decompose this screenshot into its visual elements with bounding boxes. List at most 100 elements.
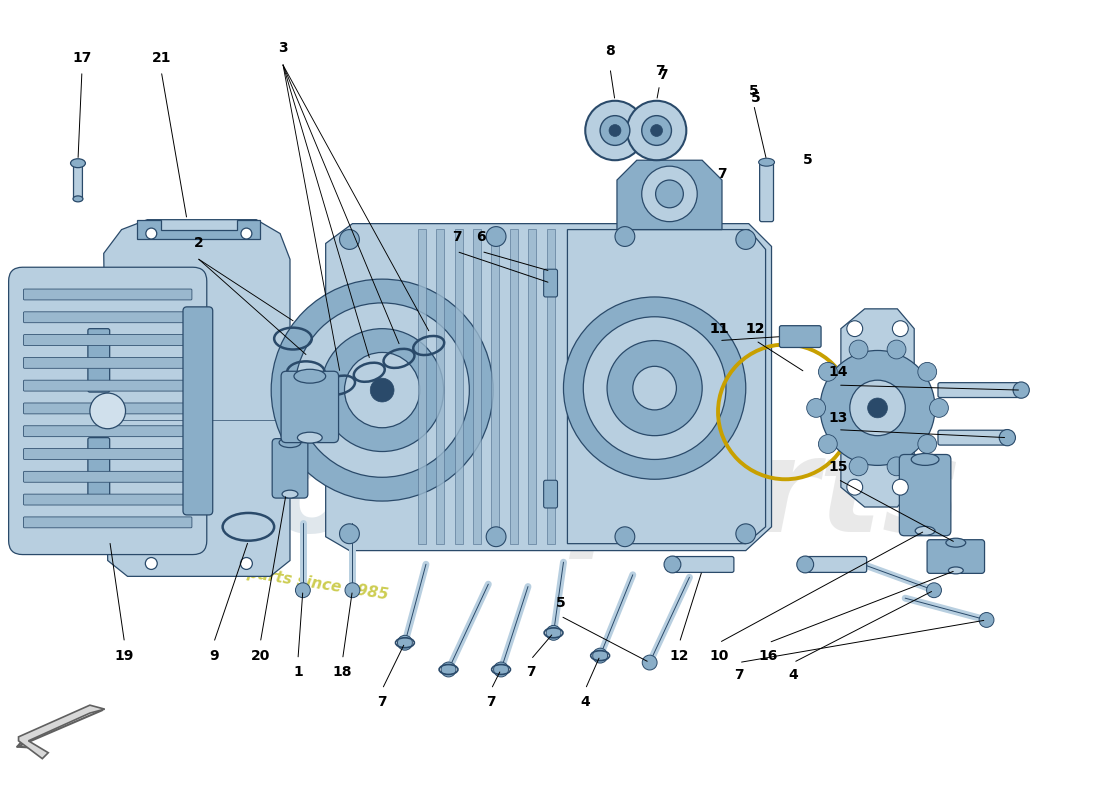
Circle shape (926, 583, 942, 598)
Circle shape (546, 626, 561, 640)
FancyBboxPatch shape (543, 480, 558, 508)
Polygon shape (840, 309, 914, 507)
Text: 8: 8 (605, 44, 615, 58)
Circle shape (850, 380, 905, 436)
Text: 5: 5 (751, 91, 760, 105)
FancyBboxPatch shape (23, 471, 191, 482)
Circle shape (641, 166, 697, 222)
FancyBboxPatch shape (437, 229, 444, 544)
Text: 4: 4 (789, 669, 799, 682)
Circle shape (321, 329, 443, 451)
Ellipse shape (279, 438, 301, 447)
Text: 17: 17 (73, 51, 91, 65)
FancyBboxPatch shape (780, 326, 821, 347)
Text: euro: euro (22, 432, 362, 558)
Circle shape (609, 125, 620, 137)
Circle shape (979, 613, 994, 627)
Text: 18: 18 (333, 666, 352, 679)
Ellipse shape (948, 567, 964, 574)
Circle shape (868, 398, 888, 418)
Circle shape (296, 583, 310, 598)
Circle shape (632, 366, 676, 410)
Circle shape (615, 226, 635, 246)
Circle shape (90, 393, 125, 429)
FancyBboxPatch shape (23, 449, 191, 459)
FancyBboxPatch shape (282, 371, 339, 442)
Circle shape (486, 527, 506, 546)
Text: 10: 10 (710, 649, 728, 662)
FancyBboxPatch shape (272, 438, 308, 498)
Text: 7: 7 (486, 695, 496, 709)
FancyBboxPatch shape (543, 270, 558, 297)
Text: 4: 4 (581, 695, 590, 709)
FancyBboxPatch shape (183, 307, 212, 515)
Text: 5: 5 (556, 596, 565, 610)
Circle shape (585, 101, 645, 160)
Text: 6: 6 (476, 230, 486, 243)
Circle shape (593, 648, 607, 663)
Text: 9: 9 (209, 649, 219, 662)
Circle shape (806, 398, 825, 418)
Circle shape (601, 116, 630, 146)
Circle shape (651, 125, 662, 137)
Text: 12: 12 (746, 322, 766, 336)
Circle shape (849, 340, 868, 359)
Circle shape (847, 321, 862, 337)
Text: 5: 5 (803, 154, 813, 167)
Ellipse shape (946, 538, 966, 547)
Circle shape (917, 362, 937, 382)
Circle shape (641, 116, 671, 146)
Text: Oparts: Oparts (459, 432, 961, 558)
FancyBboxPatch shape (927, 540, 984, 574)
Text: 15: 15 (828, 460, 848, 474)
Polygon shape (617, 160, 722, 230)
Circle shape (295, 303, 470, 478)
FancyBboxPatch shape (88, 438, 110, 501)
FancyBboxPatch shape (900, 454, 950, 536)
Text: 16: 16 (759, 649, 778, 662)
FancyBboxPatch shape (671, 557, 734, 572)
FancyBboxPatch shape (74, 166, 82, 200)
Text: 14: 14 (828, 366, 848, 379)
Circle shape (615, 527, 635, 546)
Polygon shape (103, 220, 290, 576)
Circle shape (145, 558, 157, 570)
Text: 5: 5 (749, 84, 759, 98)
Circle shape (146, 228, 156, 239)
Circle shape (563, 297, 746, 479)
Text: 7: 7 (452, 230, 461, 243)
FancyBboxPatch shape (803, 557, 867, 572)
Circle shape (892, 321, 909, 337)
Text: 21: 21 (152, 51, 170, 65)
Text: 7: 7 (658, 68, 668, 82)
Circle shape (397, 635, 412, 650)
Circle shape (494, 662, 508, 677)
FancyBboxPatch shape (492, 229, 499, 544)
Circle shape (664, 556, 681, 573)
Text: 12: 12 (670, 649, 689, 662)
Circle shape (486, 226, 506, 246)
Ellipse shape (911, 454, 939, 466)
Ellipse shape (282, 490, 298, 498)
FancyBboxPatch shape (938, 430, 1010, 445)
Text: 7: 7 (734, 669, 744, 682)
Text: 2: 2 (194, 237, 204, 250)
FancyBboxPatch shape (23, 426, 191, 437)
Text: 3: 3 (278, 42, 288, 55)
FancyBboxPatch shape (528, 229, 536, 544)
Circle shape (847, 479, 862, 495)
Circle shape (656, 180, 683, 208)
Text: 7: 7 (526, 666, 536, 679)
Circle shape (272, 279, 493, 501)
Polygon shape (138, 220, 261, 239)
Text: 7: 7 (717, 167, 727, 181)
Circle shape (627, 101, 686, 160)
FancyBboxPatch shape (23, 380, 191, 391)
Circle shape (344, 353, 420, 428)
Circle shape (887, 340, 906, 359)
FancyBboxPatch shape (509, 229, 518, 544)
Text: 13: 13 (828, 411, 848, 425)
FancyBboxPatch shape (23, 517, 191, 528)
Ellipse shape (297, 432, 322, 443)
Circle shape (818, 434, 837, 454)
